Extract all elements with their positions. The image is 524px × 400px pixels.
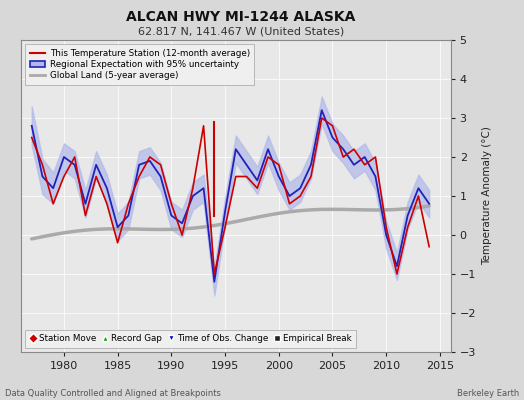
Text: ALCAN HWY MI-1244 ALASKA: ALCAN HWY MI-1244 ALASKA [126,10,356,24]
Y-axis label: Temperature Anomaly (°C): Temperature Anomaly (°C) [482,126,492,266]
Text: 62.817 N, 141.467 W (United States): 62.817 N, 141.467 W (United States) [138,26,344,36]
Text: Data Quality Controlled and Aligned at Breakpoints: Data Quality Controlled and Aligned at B… [5,389,221,398]
Legend: Station Move, Record Gap, Time of Obs. Change, Empirical Break: Station Move, Record Gap, Time of Obs. C… [25,330,356,348]
Text: Berkeley Earth: Berkeley Earth [456,389,519,398]
